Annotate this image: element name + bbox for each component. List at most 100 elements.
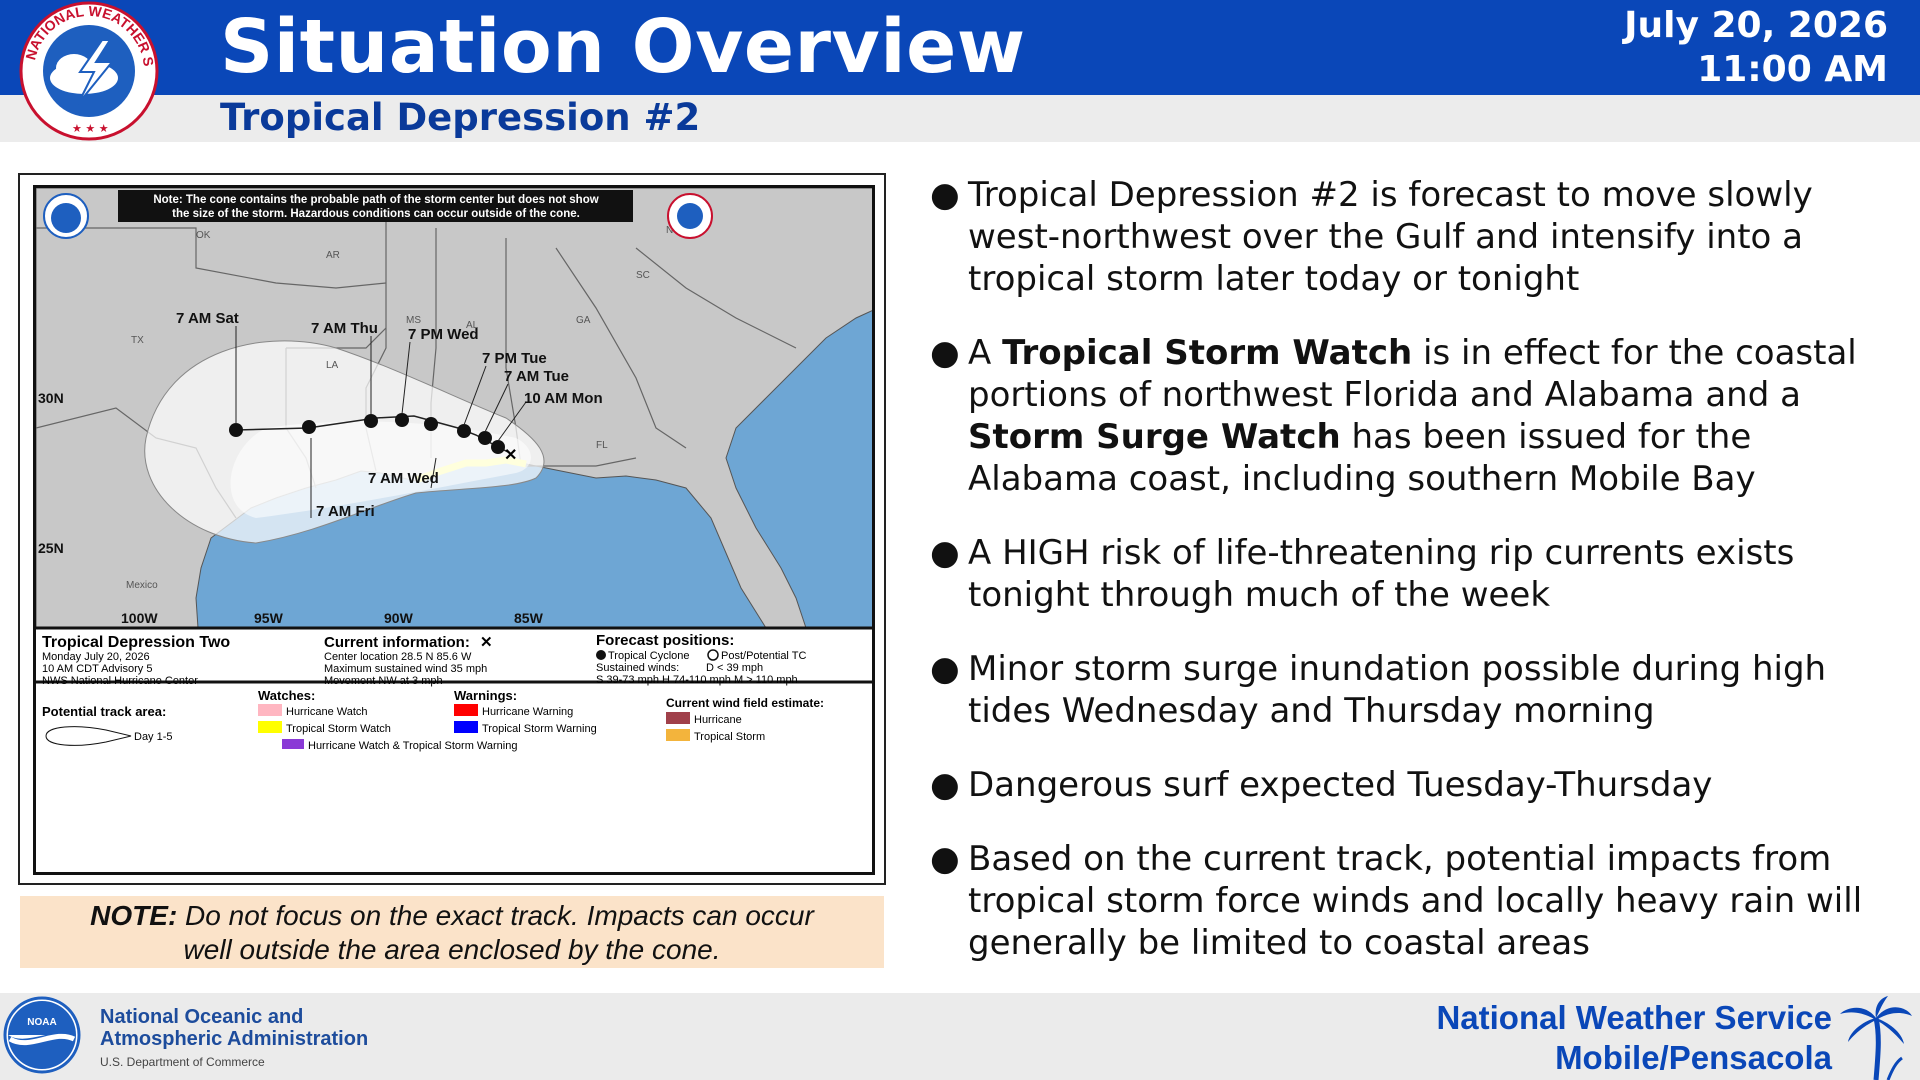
bullet-text: is in effect for the coastal portions of… xyxy=(968,333,1857,415)
nws-office-block: National Weather Service Mobile/Pensacol… xyxy=(1436,998,1832,1078)
label-7am-tue: 7 AM Tue xyxy=(504,368,569,385)
label-7am-sat: 7 AM Sat xyxy=(176,310,239,327)
bullet-text: Tropical Depression #2 is forecast to mo… xyxy=(968,175,1813,299)
bullet-text: A xyxy=(968,333,1003,373)
hurricane-watch-swatch xyxy=(258,704,282,716)
nws-office-line2: Mobile/Pensacola xyxy=(1555,1039,1832,1076)
noaa-dept-line: U.S. Department of Commerce xyxy=(100,1055,265,1069)
legend-forecast-line: D < 39 mph xyxy=(706,662,763,674)
tc-dot-icon xyxy=(596,650,606,660)
list-item: ● Based on the current track, potential i… xyxy=(920,838,1900,964)
bullet-text: A HIGH risk of life-threatening rip curr… xyxy=(968,533,1795,615)
forecast-point xyxy=(478,431,492,445)
state-label: FL xyxy=(596,440,608,451)
legend-storm-name: Tropical Depression Two xyxy=(42,634,230,651)
svg-text:★ ★ ★: ★ ★ ★ xyxy=(72,122,109,135)
legend-forecast-title: Forecast positions: xyxy=(596,632,734,649)
page-subtitle: Tropical Depression #2 xyxy=(220,96,701,139)
legend-wind-item: Hurricane xyxy=(694,714,742,726)
legend-advisory-line: 10 AM CDT Advisory 5 xyxy=(42,663,152,675)
bullet-text: has been issued for the Alabama coast, i… xyxy=(968,417,1756,499)
legend-current-x-icon: ✕ xyxy=(480,634,493,651)
state-label: GA xyxy=(576,315,591,326)
forecast-points xyxy=(229,413,505,454)
legend-wind-item: Tropical Storm xyxy=(694,731,765,743)
forecast-cone-inner xyxy=(230,421,532,518)
list-item: ● Dangerous surf expected Tuesday-Thursda… xyxy=(920,764,1900,806)
key-points-list: ● Tropical Depression #2 is forecast to m… xyxy=(920,174,1900,996)
bullet-dot-icon: ● xyxy=(930,839,960,879)
legend-warning-item: Hurricane Warning xyxy=(482,706,573,718)
legend-combined-item: Hurricane Watch & Tropical Storm Warning xyxy=(308,740,517,752)
lon-label-100w: 100W xyxy=(121,610,158,626)
date-block: July 20, 2026 11:00 AM xyxy=(1624,4,1888,92)
lon-label-95w: 95W xyxy=(254,610,284,626)
bullet-dot-icon: ● xyxy=(930,175,960,215)
hurricane-wind-swatch xyxy=(666,712,690,724)
note-text-line2: well outside the area enclosed by the co… xyxy=(183,934,721,965)
lon-label-85w: 85W xyxy=(514,610,544,626)
state-label: MS xyxy=(406,315,421,326)
legend-track-title: Potential track area: xyxy=(42,704,166,719)
palm-tree-icon xyxy=(1840,996,1912,1080)
date-text: July 20, 2026 xyxy=(1624,5,1888,46)
legend-current-line: Center location 28.5 N 85.6 W xyxy=(324,651,472,663)
legend-current-title: Current information: xyxy=(324,634,470,651)
bullet-dot-icon: ● xyxy=(930,533,960,573)
noaa-name-line2: Atmospheric Administration xyxy=(100,1028,369,1050)
noaa-name-line1: National Oceanic and xyxy=(100,1006,304,1028)
combined-swatch xyxy=(282,739,304,749)
legend-panel xyxy=(36,628,872,872)
forecast-point xyxy=(229,423,243,437)
forecast-point xyxy=(364,414,378,428)
page-title: Situation Overview xyxy=(220,4,1026,90)
label-7pm-wed: 7 PM Wed xyxy=(408,326,479,343)
cone-map-graphic: ✕ xyxy=(36,188,872,872)
time-text: 11:00 AM xyxy=(1697,49,1888,90)
state-label: Mexico xyxy=(126,580,158,591)
note-text-line1: Do not focus on the exact track. Impacts… xyxy=(177,900,814,931)
nws-office-line1: National Weather Service xyxy=(1436,999,1832,1036)
ts-warning-swatch xyxy=(454,721,478,733)
list-item: ● A Tropical Storm Watch is in effect for… xyxy=(920,332,1900,500)
bullet-emphasis: Storm Surge Watch xyxy=(968,417,1341,457)
bullet-text: Based on the current track, potential im… xyxy=(968,839,1863,963)
label-7am-fri: 7 AM Fri xyxy=(316,503,375,520)
bullet-text: Minor storm surge inundation possible du… xyxy=(968,649,1827,731)
note-label: NOTE: xyxy=(90,900,178,931)
legend-forecast-line: S 39-73 mph H 74-110 mph M > 110 mph xyxy=(596,674,798,686)
legend-forecast-line: Sustained winds: xyxy=(596,662,679,674)
forecast-point xyxy=(424,417,438,431)
legend-watch-item: Hurricane Watch xyxy=(286,706,368,718)
bullet-text: Dangerous surf expected Tuesday-Thursday xyxy=(968,765,1713,805)
legend-watches-title: Watches: xyxy=(258,688,315,703)
cone-map-frame: ✕ xyxy=(18,173,886,885)
bullet-dot-icon: ● xyxy=(930,649,960,689)
subheader-bar xyxy=(0,95,1920,142)
legend-current-line: Maximum sustained wind 35 mph xyxy=(324,663,487,675)
label-10am-mon: 10 AM Mon xyxy=(524,390,603,407)
label-7am-wed: 7 AM Wed xyxy=(368,470,439,487)
list-item: ● Tropical Depression #2 is forecast to m… xyxy=(920,174,1900,300)
ts-wind-swatch xyxy=(666,729,690,741)
state-label: OK xyxy=(196,230,211,241)
state-label: AL xyxy=(466,320,479,331)
list-item: ● Minor storm surge inundation possible d… xyxy=(920,648,1900,732)
nws-seal-logo: NATIONAL WEATHER SERVICE ★ ★ ★ xyxy=(14,0,159,141)
cone-map: ✕ xyxy=(33,185,875,875)
footer-bar xyxy=(0,993,1920,1080)
bullet-dot-icon: ● xyxy=(930,333,960,373)
current-position-marker: ✕ xyxy=(504,447,517,464)
legend-warning-item: Tropical Storm Warning xyxy=(482,723,597,735)
legend-forecast-line: Post/Potential TC xyxy=(721,650,806,662)
label-7am-thu: 7 AM Thu xyxy=(311,320,378,337)
forecast-point xyxy=(491,440,505,454)
cone-legend-icon xyxy=(45,726,132,746)
ts-watch-swatch xyxy=(258,721,282,733)
state-label: LA xyxy=(326,360,339,371)
map-note-line2: the size of the storm. Hazardous conditi… xyxy=(172,208,580,220)
list-item: ● A HIGH risk of life-threatening rip cur… xyxy=(920,532,1900,616)
hurricane-warning-swatch xyxy=(454,704,478,716)
lat-label-30n: 30N xyxy=(38,390,64,406)
legend-track-item: Day 1-5 xyxy=(134,731,173,743)
